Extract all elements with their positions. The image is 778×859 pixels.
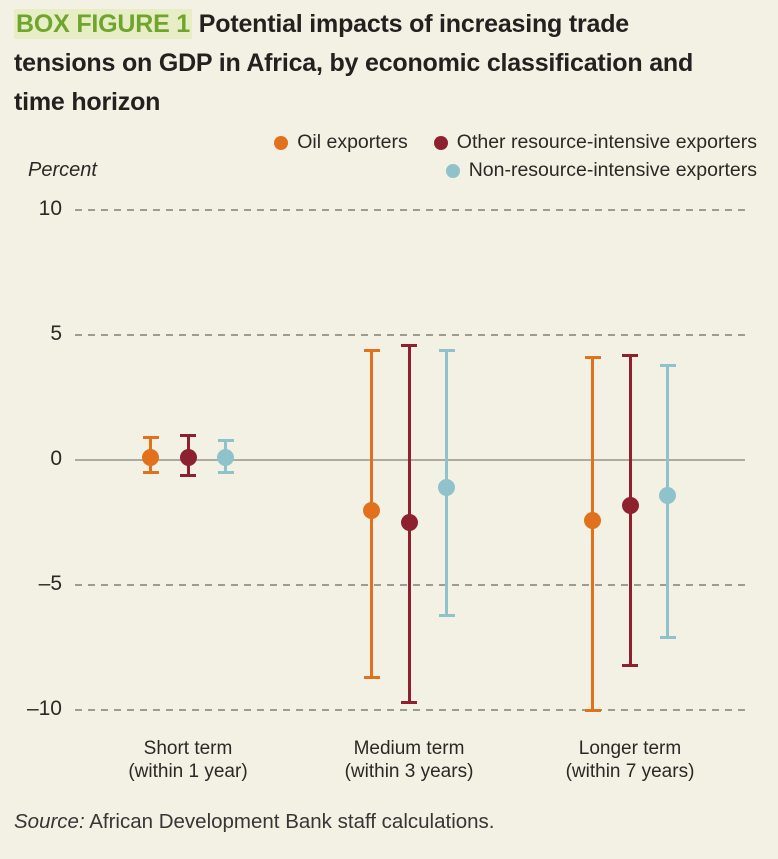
oil-exporters-dot-icon (274, 135, 289, 150)
other-resource-intensive-dot-icon (433, 135, 448, 150)
x-category-label-sub: (within 1 year) (128, 761, 248, 782)
y-axis-unit-label: Percent (28, 159, 97, 181)
figure-number: BOX FIGURE 1 (14, 9, 193, 39)
gridline-10 (75, 209, 745, 211)
gridline-5 (75, 334, 745, 336)
data-point (142, 449, 159, 466)
data-point (179, 449, 197, 466)
legend-label: Oil exporters (297, 131, 408, 153)
error-bar-cap-bottom (217, 471, 234, 474)
x-category-label-sub: (within 7 years) (565, 761, 695, 782)
x-category-label: Longer term (within 7 years) (520, 737, 740, 783)
legend-item-other-resource-intensive: Other resource-intensive exporters (433, 131, 757, 154)
error-bar-cap-top (438, 348, 455, 352)
x-category-label-main: Longer term (578, 738, 682, 759)
error-bar-cap-top (622, 353, 638, 357)
data-point (584, 511, 601, 529)
y-tick-label: –10 (26, 697, 62, 720)
error-bar-cap-bottom (363, 676, 380, 679)
source-note: Source: African Development Bank staff c… (14, 810, 495, 834)
x-category-label-main: Medium term (353, 738, 465, 759)
legend-label: Non-resource-intensive exporters (468, 159, 757, 181)
legend-row-1: Oil exporters Other resource-intensive e… (274, 131, 757, 154)
error-bar-cap-top (363, 348, 380, 352)
gridline--10 (75, 709, 745, 711)
y-tick-label: –5 (38, 572, 62, 595)
error-bar-cap-bottom (180, 473, 196, 477)
y-tick-label: 5 (50, 322, 62, 345)
source-text: African Development Bank staff calculati… (84, 810, 495, 833)
figure-title: BOX FIGURE 1 Potential impacts of increa… (14, 5, 720, 122)
error-bar-line (591, 357, 594, 710)
non-resource-intensive-dot-icon (445, 163, 460, 178)
figure-title-text: Potential impacts of increasing trade te… (14, 10, 694, 116)
data-point (217, 449, 234, 466)
error-bar-cap-bottom (438, 613, 455, 617)
data-point (363, 501, 380, 519)
data-point (400, 514, 418, 531)
legend-row-2: Non-resource-intensive exporters (445, 159, 757, 182)
error-bar-cap-bottom (401, 701, 417, 704)
error-bar-cap-top (142, 436, 159, 439)
x-category-label-main: Short term (143, 738, 233, 759)
legend-label: Other resource-intensive exporters (456, 131, 757, 153)
error-bar-cap-bottom (622, 663, 638, 667)
legend-item-non-resource-intensive: Non-resource-intensive exporters (445, 159, 757, 182)
y-tick-label: 10 (38, 197, 62, 220)
error-bar-cap-bottom (659, 636, 676, 639)
x-category-label: Short term (within 1 year) (78, 737, 298, 783)
error-bar-cap-top (217, 438, 234, 442)
data-point (438, 479, 455, 496)
error-bar-cap-top (584, 356, 601, 359)
legend-item-oil-exporters: Oil exporters (274, 131, 408, 154)
legend: Oil exporters Other resource-intensive e… (274, 131, 757, 182)
error-bar-cap-top (401, 343, 417, 347)
error-bar-cap-bottom (142, 471, 159, 474)
x-category-label: Medium term (within 3 years) (299, 737, 519, 783)
source-prefix: Source: (14, 810, 85, 833)
error-bar-cap-top (180, 433, 196, 437)
error-bar-cap-top (659, 363, 676, 367)
x-category-label-sub: (within 3 years) (344, 761, 474, 782)
data-point (659, 486, 676, 504)
data-point (621, 496, 639, 514)
y-tick-label: 0 (50, 447, 62, 470)
error-bar-cap-bottom (584, 708, 601, 712)
